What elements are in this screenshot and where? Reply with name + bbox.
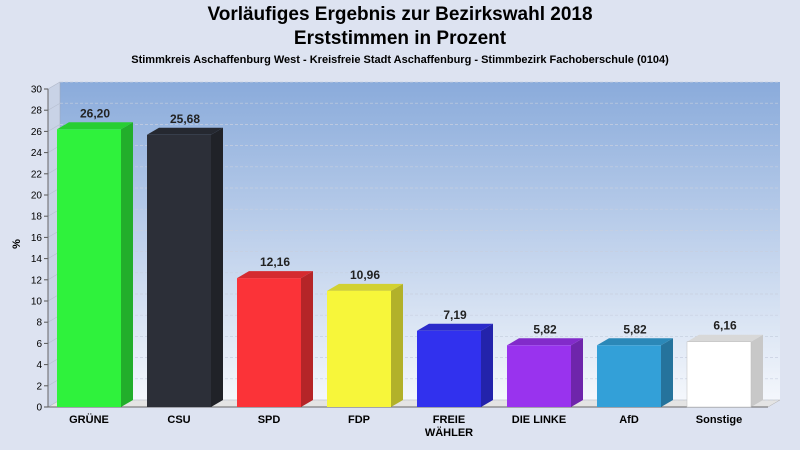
bar-value-label: 12,16: [260, 255, 290, 269]
x-tick-label: AfD: [619, 414, 639, 426]
chart-title: Vorläufiges Ergebnis zur Bezirkswahl 201…: [207, 4, 593, 25]
y-tick-label: 20: [31, 191, 43, 202]
bar-top: [57, 122, 133, 130]
bar: [597, 345, 661, 407]
x-tick-label: GRÜNE: [69, 413, 109, 426]
y-tick-label: 22: [31, 169, 43, 180]
bar-top: [687, 334, 763, 342]
gridline-wall: [47, 81, 61, 90]
x-tick-label: WÄHLER: [425, 426, 473, 439]
bar: [147, 134, 211, 408]
y-tick-label: 0: [36, 403, 42, 414]
bar-top: [237, 271, 313, 279]
x-tick-label: DIE LINKE: [512, 414, 566, 426]
gridline-wall: [47, 102, 61, 111]
y-tick-label: 2: [36, 381, 42, 392]
y-tick-label: 4: [36, 360, 42, 371]
bar-value-label: 5,82: [623, 322, 647, 336]
bar-top: [327, 283, 403, 291]
y-tick-label: 26: [31, 127, 43, 138]
chart-caption: Stimmkreis Aschaffenburg West - Kreisfre…: [131, 54, 669, 66]
bar-side: [571, 338, 583, 407]
bar-side: [301, 271, 313, 407]
bar-top: [597, 338, 673, 346]
bar-top: [147, 127, 223, 135]
y-tick-label: 28: [31, 106, 43, 117]
y-tick-label: 12: [31, 275, 43, 286]
x-tick-label: SPD: [258, 414, 281, 426]
x-tick-label: FREIE: [433, 414, 465, 426]
bar-value-label: 5,82: [533, 322, 557, 336]
gridline-wall: [47, 124, 61, 132]
bar-side: [661, 338, 673, 407]
y-tick-label: 6: [36, 339, 42, 350]
x-tick-label: FDP: [348, 414, 370, 426]
y-tick-label: 18: [31, 212, 43, 223]
y-axis-label: %: [11, 239, 23, 249]
y-tick-label: 30: [31, 85, 43, 96]
bar-value-label: 26,20: [80, 106, 110, 120]
y-tick-label: 10: [31, 297, 43, 308]
y-tick-label: 14: [31, 254, 43, 265]
bar-top: [507, 338, 583, 346]
bar: [686, 341, 752, 408]
bar-value-label: 25,68: [170, 112, 200, 126]
bar: [417, 330, 481, 407]
y-tick-label: 24: [31, 148, 43, 159]
bar-side: [121, 122, 133, 407]
bar-value-label: 10,96: [350, 268, 380, 282]
bar-top: [417, 323, 493, 331]
y-tick-label: 16: [31, 233, 43, 244]
chart-subtitle: Erststimmen in Prozent: [293, 28, 507, 49]
bar: [237, 278, 301, 407]
bar: [57, 129, 121, 407]
bar-side: [751, 334, 763, 407]
bar-value-label: 6,16: [713, 319, 737, 333]
bar: [507, 345, 571, 407]
bar-side: [481, 323, 493, 407]
x-tick-label: Sonstige: [696, 414, 742, 426]
y-tick-label: 8: [36, 318, 42, 329]
x-tick-label: CSU: [167, 414, 190, 426]
bar: [327, 290, 391, 407]
bar-side: [211, 127, 223, 408]
bar-value-label: 7,19: [443, 308, 467, 322]
bar-side: [391, 283, 403, 407]
